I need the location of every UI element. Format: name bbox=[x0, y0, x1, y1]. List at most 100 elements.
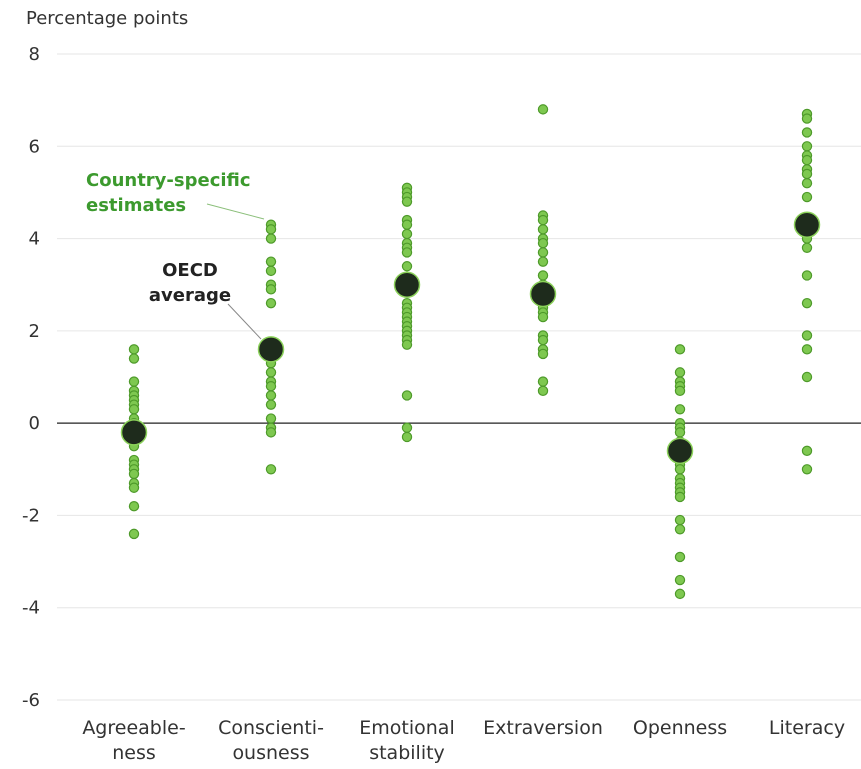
country-point bbox=[401, 261, 413, 272]
country-point bbox=[801, 168, 813, 180]
category-label: Literacy bbox=[769, 717, 845, 739]
country-point bbox=[801, 141, 813, 152]
country-point bbox=[801, 154, 813, 166]
average-point bbox=[793, 211, 821, 238]
average-point bbox=[120, 419, 148, 446]
country-point bbox=[537, 334, 549, 346]
y-tick-label: 2 bbox=[29, 321, 40, 342]
country-point bbox=[674, 385, 686, 397]
country-point bbox=[674, 551, 686, 563]
y-tick-label: -2 bbox=[22, 505, 40, 526]
country-point bbox=[674, 524, 686, 535]
category-label: Extraversion bbox=[483, 717, 603, 739]
annotation-label: OECD average bbox=[149, 260, 231, 306]
category-label: Emotional stability bbox=[359, 717, 454, 764]
country-point bbox=[674, 464, 686, 475]
country-point bbox=[674, 427, 686, 438]
annotation-label: Country-specific estimates bbox=[86, 170, 251, 216]
annotation-leader-line bbox=[227, 303, 262, 340]
country-point bbox=[265, 265, 277, 277]
country-point bbox=[537, 104, 549, 115]
country-point bbox=[265, 233, 277, 244]
country-point bbox=[401, 247, 413, 258]
country-point bbox=[674, 404, 686, 415]
gridlines bbox=[57, 53, 861, 701]
country-point bbox=[128, 468, 140, 480]
country-point bbox=[801, 191, 813, 203]
country-point bbox=[401, 431, 413, 443]
country-point bbox=[401, 196, 413, 207]
country-point bbox=[537, 256, 549, 267]
country-point bbox=[265, 413, 277, 424]
country-point bbox=[801, 177, 813, 189]
y-axis-ticks: 8 6 4 2 0 -2 -4 -6 bbox=[22, 44, 40, 711]
category-labels: Agreeable-ness Conscienti-ousness Emotiona… bbox=[82, 717, 845, 764]
country-point bbox=[537, 311, 549, 323]
country-point bbox=[801, 464, 813, 475]
country-point bbox=[537, 224, 549, 235]
country-point bbox=[674, 574, 686, 586]
y-tick-label: 4 bbox=[29, 229, 40, 250]
country-point bbox=[401, 422, 413, 433]
country-point bbox=[801, 270, 813, 281]
average-point bbox=[257, 336, 285, 363]
country-point bbox=[128, 482, 140, 493]
country-point bbox=[265, 297, 277, 309]
y-tick-label: -4 bbox=[22, 598, 40, 619]
average-points bbox=[120, 211, 821, 465]
country-point bbox=[537, 376, 549, 387]
country-point bbox=[537, 385, 549, 397]
country-point bbox=[401, 219, 413, 230]
country-point bbox=[801, 344, 813, 355]
country-point bbox=[801, 242, 813, 253]
country-point bbox=[801, 127, 813, 138]
country-point bbox=[265, 224, 277, 235]
annotations: Country-specific estimates OECD average bbox=[86, 170, 265, 340]
country-point bbox=[801, 445, 813, 457]
country-points bbox=[128, 104, 813, 600]
y-axis-label: Percentage points bbox=[26, 8, 188, 29]
country-point bbox=[128, 353, 140, 364]
country-point bbox=[801, 330, 813, 341]
country-point bbox=[401, 390, 413, 401]
category-label: Agreeable-ness bbox=[82, 717, 185, 764]
country-point bbox=[801, 371, 813, 383]
country-point bbox=[128, 501, 140, 512]
country-point bbox=[128, 404, 140, 415]
country-point bbox=[265, 427, 277, 438]
average-point bbox=[666, 437, 694, 465]
country-point bbox=[674, 491, 686, 503]
country-point bbox=[674, 588, 686, 600]
country-point bbox=[128, 528, 140, 540]
country-point bbox=[265, 381, 277, 392]
y-tick-label: 8 bbox=[29, 44, 40, 65]
country-point bbox=[265, 390, 277, 401]
country-point bbox=[265, 284, 277, 295]
y-tick-label: 6 bbox=[29, 136, 40, 157]
country-point bbox=[801, 297, 813, 309]
y-tick-label: -6 bbox=[22, 690, 40, 711]
country-point bbox=[674, 514, 686, 526]
country-point bbox=[537, 237, 549, 249]
country-point bbox=[537, 270, 549, 281]
country-point bbox=[128, 376, 140, 387]
country-point bbox=[401, 339, 413, 350]
category-label: Conscienti-ousness bbox=[218, 717, 324, 764]
category-label: Openness bbox=[633, 717, 727, 739]
country-point bbox=[128, 344, 140, 355]
country-point bbox=[537, 247, 549, 258]
country-point bbox=[537, 348, 549, 360]
country-point bbox=[674, 367, 686, 378]
average-point bbox=[393, 271, 421, 298]
country-point bbox=[265, 256, 277, 267]
country-point bbox=[537, 214, 549, 226]
annotation-leader-line bbox=[206, 203, 265, 220]
country-point bbox=[265, 399, 277, 410]
country-point bbox=[801, 113, 813, 124]
average-point bbox=[529, 280, 557, 308]
country-point bbox=[401, 228, 413, 240]
y-tick-label: 0 bbox=[29, 413, 40, 434]
country-point bbox=[265, 367, 277, 378]
